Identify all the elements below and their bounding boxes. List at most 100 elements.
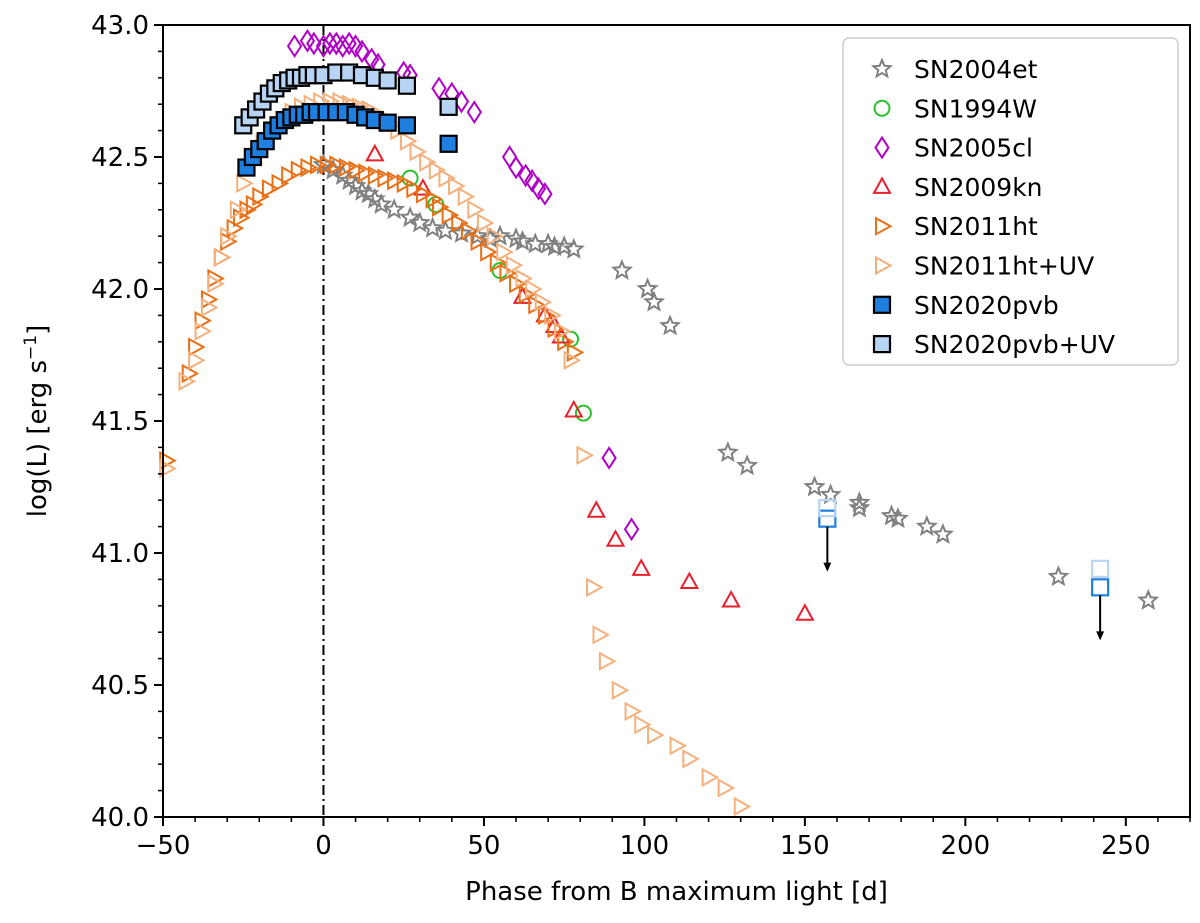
data-point-sn2011ht-uv bbox=[236, 173, 254, 194]
data-point-sn2011ht-uv bbox=[669, 736, 688, 756]
data-point-sn2005cl bbox=[537, 182, 553, 206]
series-sn2005cl bbox=[286, 29, 640, 542]
data-point-sn2004et bbox=[803, 475, 826, 497]
legend-label: SN1994W bbox=[914, 94, 1037, 123]
data-point-sn2004et bbox=[553, 235, 576, 257]
x-tick-label: 0 bbox=[315, 831, 332, 861]
data-point-sn2004et bbox=[399, 206, 422, 228]
data-point-sn2009kn bbox=[795, 603, 815, 621]
data-point-sn2011ht bbox=[432, 197, 450, 217]
data-point-sn2011ht-uv bbox=[467, 200, 485, 220]
data-point-sn2011ht bbox=[367, 165, 386, 186]
y-tick-label: 41.5 bbox=[91, 407, 149, 437]
data-point-sn2011ht-uv bbox=[544, 305, 562, 326]
data-point-sn2011ht-uv bbox=[701, 767, 720, 788]
data-point-sn2011ht-uv bbox=[634, 714, 652, 735]
data-point-sn2011ht-uv bbox=[229, 200, 248, 220]
legend-label: SN2020pvb+UV bbox=[914, 330, 1115, 359]
data-point-sn2005cl bbox=[601, 446, 617, 470]
data-point-sn2011ht-uv bbox=[194, 321, 213, 341]
x-tick-label: 50 bbox=[467, 831, 500, 861]
legend-label: SN2011ht+UV bbox=[914, 252, 1094, 281]
data-point-sn2011ht bbox=[300, 157, 318, 178]
data-point-sn2004et bbox=[915, 514, 938, 537]
legend-item-sn2009kn: SN2009kn bbox=[872, 173, 1043, 202]
data-point-sn2011ht bbox=[181, 363, 200, 384]
y-axis-title-tail: ] bbox=[23, 325, 53, 335]
data-point-sn2011ht-uv bbox=[525, 279, 543, 299]
y-tick-label: 40.0 bbox=[91, 803, 149, 833]
data-point-sn2011ht-uv bbox=[647, 725, 665, 745]
data-point-sn2011ht-uv bbox=[611, 680, 630, 700]
data-point-sn2011ht-uv bbox=[476, 213, 495, 233]
data-point-sn2020pvb bbox=[439, 134, 458, 153]
y-tick-label: 43.0 bbox=[91, 11, 149, 41]
data-point-sn2011ht-uv bbox=[576, 445, 594, 466]
data-point-sn2011ht bbox=[281, 165, 299, 186]
data-point-sn2011ht bbox=[451, 213, 469, 233]
data-point-sn2011ht bbox=[252, 186, 270, 207]
data-point-sn2011ht-uv bbox=[553, 321, 572, 341]
data-point-sn2011ht-uv bbox=[717, 778, 736, 798]
data-point-sn2011ht-uv bbox=[399, 131, 418, 151]
series-sn2011ht-uv bbox=[159, 91, 752, 817]
x-tick-label: 150 bbox=[780, 831, 830, 861]
legend-marker-sn2009kn bbox=[872, 176, 892, 194]
data-point-sn2004et bbox=[562, 237, 585, 259]
upper-limit-sn2020pvb-uv bbox=[818, 499, 837, 518]
data-point-sn2011ht bbox=[396, 173, 415, 194]
x-tick-label: −50 bbox=[136, 831, 191, 861]
x-tick-label: 200 bbox=[941, 831, 991, 861]
data-point-sn2011ht-uv bbox=[534, 292, 553, 312]
data-point-sn2011ht-uv bbox=[207, 274, 225, 294]
data-point-sn2009kn bbox=[721, 589, 741, 608]
data-point-sn2005cl bbox=[315, 34, 332, 58]
series-sn2020pvb bbox=[237, 103, 458, 177]
data-point-sn2011ht-uv bbox=[188, 350, 206, 370]
data-point-sn2011ht bbox=[441, 205, 460, 225]
data-point-sn2009kn bbox=[631, 558, 651, 576]
data-point-sn2005cl bbox=[341, 31, 357, 56]
data-point-sn2005cl bbox=[322, 31, 338, 56]
series-sn2009kn bbox=[365, 143, 815, 621]
x-axis-title: Phase from B maximum light [d] bbox=[465, 877, 888, 907]
data-point-sn2011ht bbox=[213, 247, 232, 268]
upper-limit-arrowhead bbox=[1096, 631, 1105, 641]
data-point-sn2011ht-uv bbox=[159, 458, 177, 479]
data-point-sn2011ht bbox=[358, 163, 376, 183]
data-point-sn2004et bbox=[848, 496, 871, 518]
legend-label: SN2005cl bbox=[914, 134, 1033, 163]
legend-label: SN2020pvb bbox=[914, 291, 1059, 320]
legend-marker-sn2005cl bbox=[874, 135, 890, 160]
data-point-sn2004et bbox=[880, 504, 903, 526]
data-point-sn2011ht bbox=[329, 155, 347, 175]
data-point-sn2011ht bbox=[290, 160, 309, 180]
data-point-sn2020pvb-uv bbox=[378, 71, 397, 90]
legend-item-sn2011ht: SN2011ht bbox=[875, 212, 1038, 241]
data-point-sn2011ht-uv bbox=[682, 749, 700, 769]
data-point-sn2011ht-uv bbox=[448, 176, 466, 196]
data-point-sn2009kn bbox=[551, 325, 571, 344]
data-point-sn2005cl bbox=[524, 168, 540, 193]
data-point-sn2011ht bbox=[338, 157, 357, 178]
legend-label: SN2004et bbox=[914, 55, 1038, 84]
data-point-sn2011ht-uv bbox=[515, 268, 534, 289]
data-point-sn2004et bbox=[505, 227, 528, 249]
data-point-sn2005cl bbox=[431, 76, 447, 101]
legend-box bbox=[842, 37, 1179, 366]
data-point-sn2004et bbox=[370, 192, 393, 214]
data-point-sn2011ht-uv bbox=[438, 168, 456, 188]
data-point-sn2004et bbox=[511, 229, 534, 251]
data-point-sn2004et bbox=[421, 216, 444, 238]
upper-limits bbox=[818, 499, 1110, 641]
y-tick-label: 41.0 bbox=[91, 539, 149, 569]
upper-limit-arrowhead bbox=[823, 562, 832, 572]
data-point-sn2004et bbox=[716, 441, 739, 463]
data-point-sn2020pvb-uv bbox=[397, 76, 417, 95]
data-point-sn2011ht-uv bbox=[409, 142, 428, 162]
data-point-sn2004et bbox=[1047, 565, 1070, 587]
legend-item-sn2005cl: SN2005cl bbox=[874, 134, 1033, 163]
data-point-sn2004et bbox=[350, 179, 373, 201]
data-point-sn2009kn bbox=[679, 571, 700, 590]
